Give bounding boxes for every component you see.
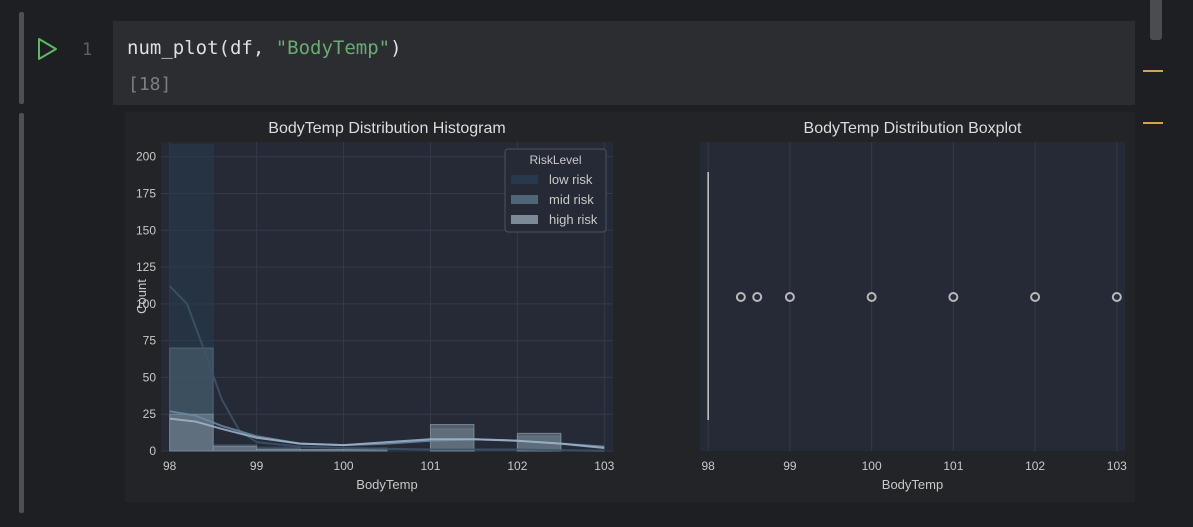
scrollbar-thumb[interactable] [1150,0,1162,40]
histogram-legend-swatch [511,175,538,184]
error-stripe-marker[interactable] [1143,122,1163,124]
play-icon[interactable] [35,36,61,62]
cell-gutter-bar[interactable] [19,12,24,104]
histogram-bar [212,446,258,452]
histogram-xtick-label: 101 [420,459,440,473]
histogram-xlabel: BodyTemp [356,477,417,492]
boxplot-outlier-point [1030,292,1041,302]
histogram-legend [504,148,607,233]
editor-right-gutter [1137,0,1164,527]
histogram-ytick-label: 50 [143,370,157,384]
histogram-ytick-label: 125 [136,260,156,274]
boxplot-outlier-point [784,292,795,302]
histogram-ytick-label: 200 [136,150,156,164]
code-function: num_plot(df, [127,37,276,59]
histogram-kde-line [169,417,605,450]
code-line[interactable]: num_plot(df, "BodyTemp") [127,37,402,59]
line-number: 1 [82,40,93,60]
boxplot-outlier-point [948,292,959,302]
histogram-ylabel: Count [134,279,149,314]
execution-count: [18] [128,74,172,95]
histogram-ytick-label: 25 [143,407,157,421]
output-figure: 0 25 50 75 100 125 150 175 200 98 99 100 101 102 103 Bo… [134,120,1127,492]
histogram-legend-label: high risk [549,212,598,227]
histogram-legend-label: low risk [549,172,593,187]
boxplot-outlier-point [752,292,763,302]
histogram-legend-swatch [511,195,538,204]
histogram-bar [256,449,301,452]
boxplot-outlier-point [1111,292,1122,302]
histogram-xtick-label: 102 [507,459,527,473]
histogram-ytick-label: 0 [149,444,156,458]
error-stripe-marker[interactable] [1143,70,1163,72]
boxplot-xtick-label: 100 [862,459,882,473]
boxplot-outlier-point [866,292,877,302]
boxplot-xtick-label: 102 [1025,459,1045,473]
histogram-xtick-label: 100 [334,459,354,473]
histogram-ytick-label: 100 [136,297,156,311]
histogram-bar [343,449,388,452]
boxplot-xtick-label: 103 [1107,459,1127,473]
code-close-paren: ) [390,37,402,59]
histogram-xtick-label: 99 [250,459,264,473]
boxplot-xtick-label: 99 [783,459,797,473]
boxplot-plot-area [700,142,1125,451]
histogram-title: BodyTemp Distribution Histogram [268,120,505,137]
histogram-xtick-label: 103 [594,459,614,473]
boxplot-title: BodyTemp Distribution Boxplot [804,120,1022,137]
histogram-kde-line [168,285,605,452]
boxplot-xlabel: BodyTemp [882,477,943,492]
histogram-ytick-label: 175 [136,187,156,201]
histogram-legend-label: mid risk [549,192,594,207]
histogram-legend-swatch [511,215,538,224]
cell-output: 0 25 50 75 100 125 150 175 200 98 99 100 101 102 103 Bo… [125,112,1135,502]
histogram-legend-title: RiskLevel [529,153,581,167]
code-string-arg: "BodyTemp" [275,37,391,59]
output-gutter-bar[interactable] [19,113,24,513]
histogram-ytick-label: 150 [136,223,156,237]
boxplot-xtick-label: 98 [701,459,715,473]
histogram-bar [429,424,475,452]
boxplot-xtick-label: 101 [943,459,963,473]
histogram-ytick-label: 75 [143,334,157,348]
boxplot-outlier-point [735,292,746,302]
code-cell[interactable]: num_plot(df, "BodyTemp") [18] [113,21,1135,105]
histogram-xtick-label: 98 [163,459,177,473]
histogram-bar [299,449,345,452]
